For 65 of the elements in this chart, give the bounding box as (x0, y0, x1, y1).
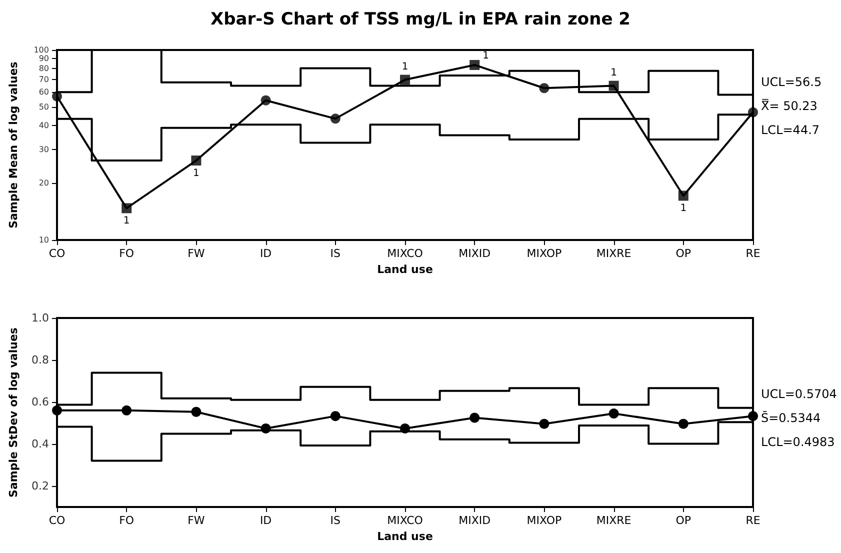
y-tick-label: 30 (38, 144, 49, 154)
x-tick-label: FO (119, 247, 134, 260)
x-tick-label: OP (676, 514, 692, 527)
point (122, 405, 132, 416)
y-tick-label: 40 (38, 121, 49, 130)
x-tick-label: MIXOP (526, 514, 562, 527)
x-tick-label: MIXID (458, 514, 491, 527)
y-tick-label: 0.8 (32, 354, 49, 366)
annotation: 1 (610, 67, 617, 78)
x-tick-label: ID (260, 247, 272, 260)
x-tick-label: MIXOP (526, 247, 562, 260)
x-tick-label: IS (330, 514, 341, 527)
y-tick-label: 0.6 (32, 396, 49, 408)
y-tick-label: 90 (38, 54, 49, 64)
y-tick-label: 10 (38, 236, 49, 244)
point (400, 423, 410, 434)
point (260, 423, 271, 434)
y-tick-label: 60 (38, 88, 49, 97)
y-tick-label: 0.4 (32, 438, 49, 450)
text: X̿= 50.23 (761, 98, 818, 113)
annotation: 1 (193, 168, 200, 180)
point (470, 412, 480, 423)
y-tick-label: 70 (38, 74, 49, 84)
x-tick-label: FW (188, 247, 205, 260)
point (330, 411, 340, 422)
annotation: 1 (482, 50, 489, 62)
x-tick-label: RE (746, 514, 760, 527)
text: LCL=44.7 (761, 123, 820, 137)
x-tick-label: MIXRE (596, 514, 632, 527)
x-tick-label: MIXID (458, 247, 491, 260)
y-tick-label: 50 (38, 102, 49, 112)
x-tick-label: MIXCO (387, 514, 424, 527)
x-tick-label: MIXCO (387, 247, 424, 260)
y-tick-label: 0.2 (32, 480, 49, 492)
point (678, 418, 688, 429)
y-tick-label: 80 (38, 64, 49, 73)
y-axis-title: Sample Mean of log values (7, 61, 20, 228)
x-tick-label: OP (676, 247, 692, 260)
x-tick-label: FW (188, 514, 205, 527)
point (748, 411, 758, 422)
annotation: 1 (123, 216, 130, 227)
x-axis-title: Land use (377, 530, 433, 543)
x-tick-label: CO (48, 514, 66, 527)
annotation: 1 (680, 203, 687, 214)
x-axis-title: Land use (377, 263, 433, 276)
y-axis-title: Sample StDev of log values (7, 327, 20, 498)
y-tick-label: 1.0 (32, 312, 49, 324)
point (52, 405, 62, 416)
x-tick-label: CO (48, 247, 66, 260)
x-tick-label: IS (330, 247, 341, 260)
x-tick-label: MIXRE (596, 247, 632, 260)
y-tick-label: 100 (34, 46, 49, 54)
chart-title: Xbar-S Chart of TSS mg/L in EPA rain zone 2 (210, 10, 630, 30)
x-tick-label: FO (119, 514, 134, 527)
point (191, 406, 202, 417)
x-tick-label: ID (260, 514, 272, 527)
annotation: 1 (402, 61, 408, 72)
text: LCL=0.4983 (761, 435, 835, 449)
x-tick-label: RE (746, 247, 760, 260)
point (539, 418, 550, 429)
text: UCL=0.5704 (761, 387, 837, 401)
y-tick-label: 20 (38, 178, 49, 188)
text: UCL=56.5 (761, 75, 822, 89)
point (608, 408, 619, 419)
text: S̄=0.5344 (761, 410, 821, 425)
